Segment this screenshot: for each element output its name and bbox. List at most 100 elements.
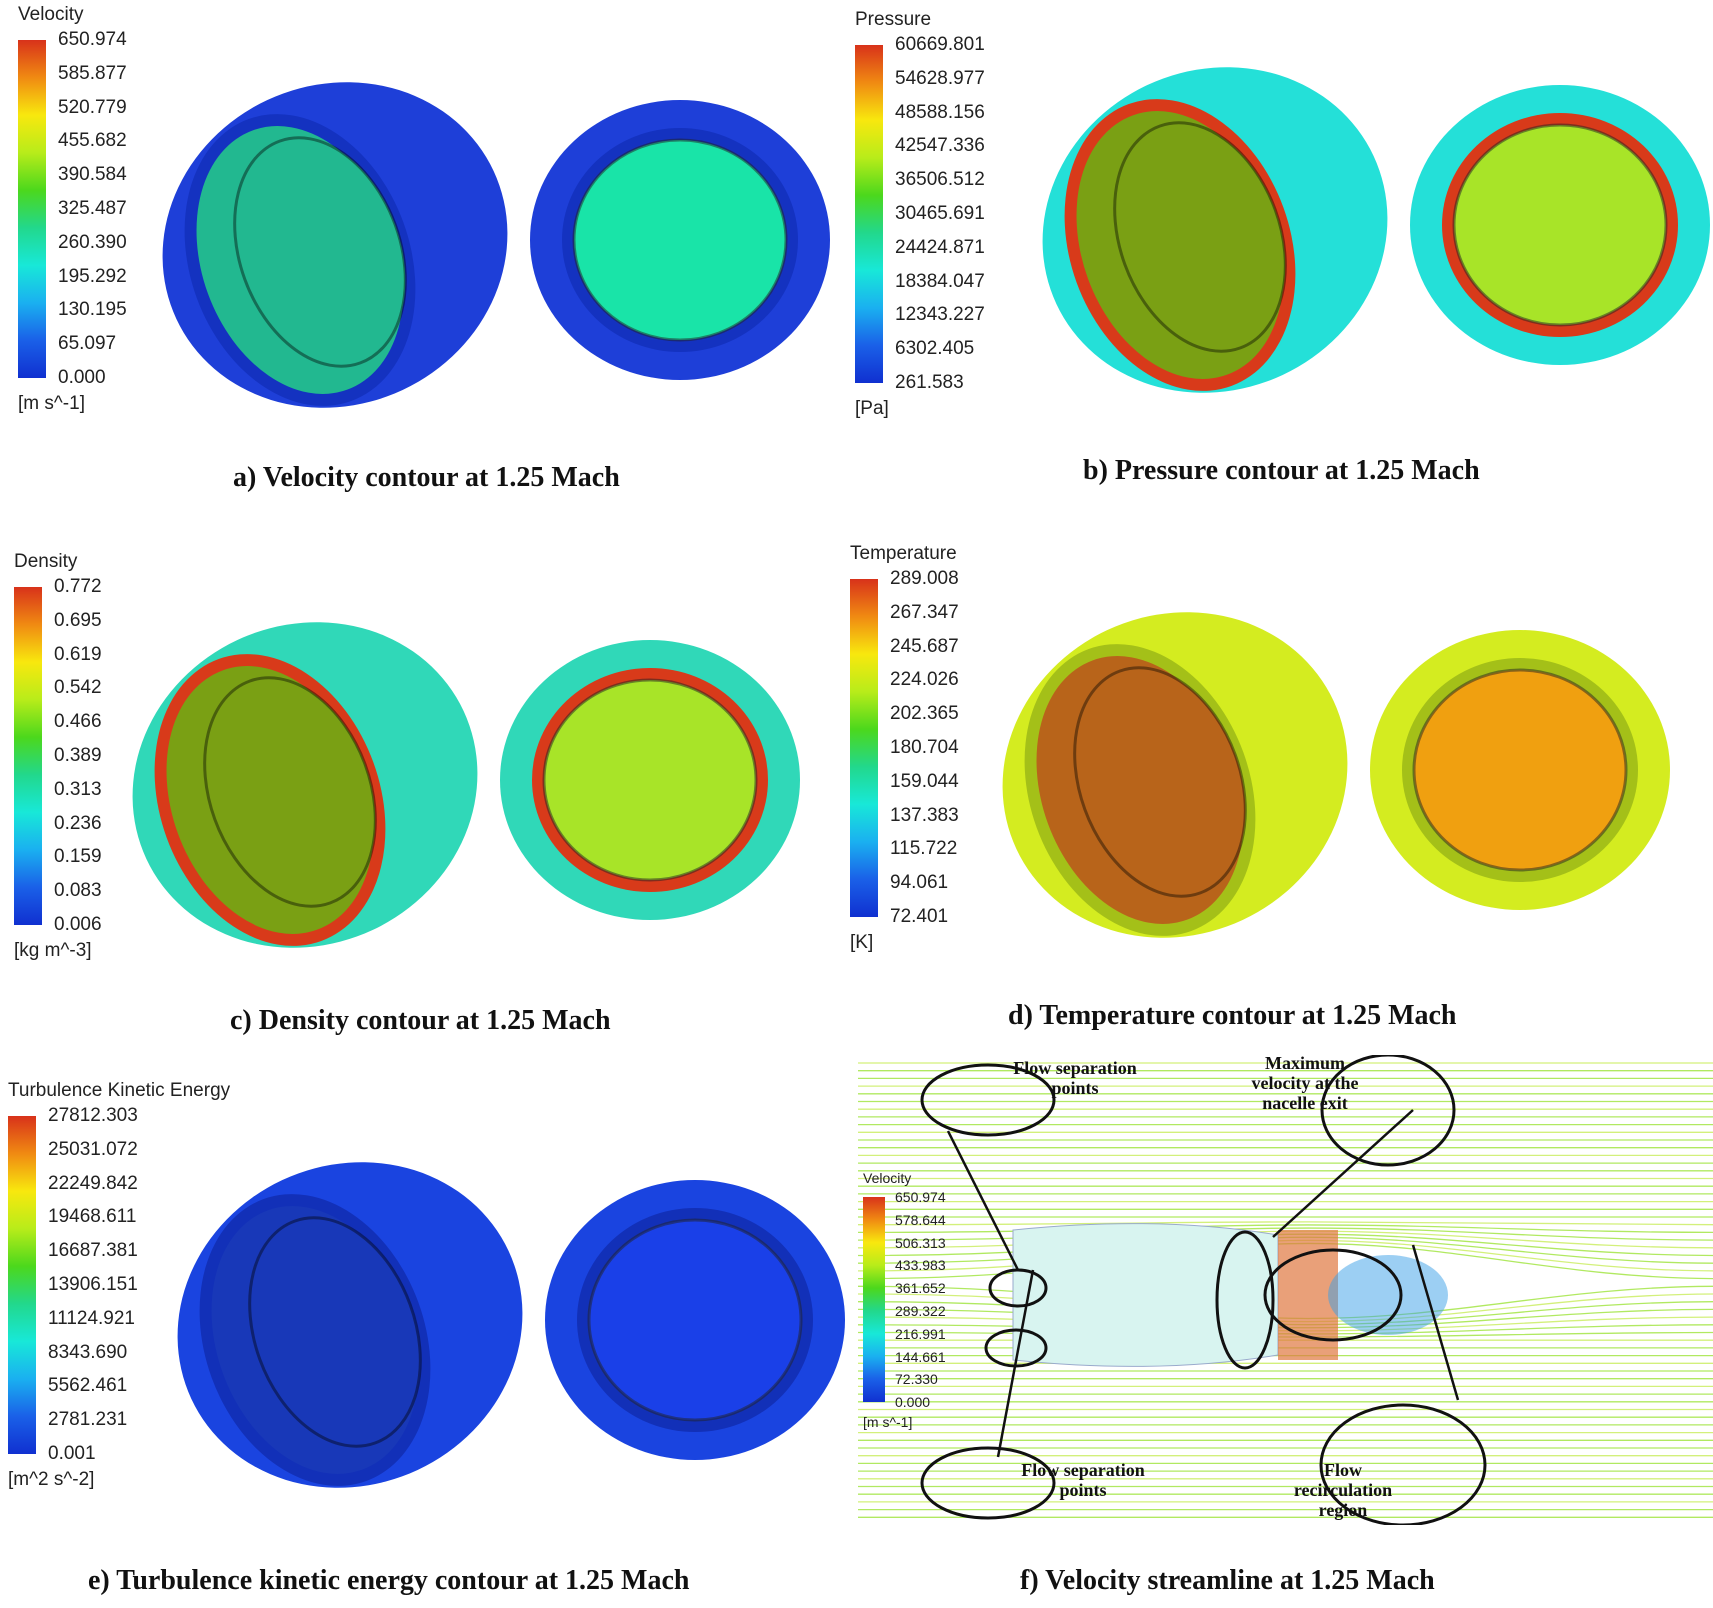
legend-tick-label: 0.083	[54, 880, 102, 902]
legend-tick-label: 325.487	[58, 198, 127, 219]
legend-tick-label: 72.330	[895, 1371, 938, 1388]
legend-tick-label: 11124.921	[48, 1307, 135, 1329]
legend-tick-label: 12343.227	[895, 304, 985, 326]
legend-unit: [K]	[850, 932, 874, 953]
legend-tick-label: 0.619	[54, 643, 102, 665]
legend-colorbar	[14, 587, 42, 925]
legend-tick-label: 8343.690	[48, 1341, 128, 1363]
legend-tick-label: 578.644	[895, 1211, 946, 1228]
legend-tick-label: 42547.336	[895, 135, 985, 157]
legend-title: Temperature	[850, 543, 957, 564]
legend-tick-label: 289.008	[890, 568, 959, 589]
panel-caption: d) Temperature contour at 1.25 Mach	[1008, 1000, 1457, 1031]
nacelle-contour-render	[162, 82, 830, 408]
callout-arrow	[996, 1269, 1035, 1458]
legend-unit: [Pa]	[855, 398, 889, 419]
panel-caption: a) Velocity contour at 1.25 Mach	[233, 462, 620, 493]
legend-tick-label: 245.687	[890, 635, 959, 657]
legend-tick-label: 27812.303	[48, 1105, 138, 1126]
legend-tick-label: 159.044	[890, 770, 959, 792]
legend-tick-label: 0.000	[895, 1394, 931, 1411]
legend-tick-label: 455.682	[58, 130, 127, 152]
max-velocity-label: Maximum velocity at the nacelle exit	[1251, 1053, 1359, 1113]
callout-circle	[920, 1446, 1056, 1520]
legend-tick-label: 0.000	[58, 367, 106, 388]
legend-tick-label: 260.390	[58, 231, 127, 253]
callout-circle	[920, 1063, 1056, 1137]
legend-tick-label: 0.772	[54, 576, 102, 597]
legend-tick-label: 65.097	[58, 333, 117, 355]
nacelle-front-view	[530, 100, 830, 380]
legend-tick-label: 16687.381	[48, 1240, 138, 1262]
legend-tick-label: 5562.461	[48, 1375, 128, 1397]
nacelle-side-view	[177, 1162, 523, 1488]
legend-tick-label: 202.365	[890, 703, 959, 725]
legend-unit: [m s^-1]	[18, 393, 85, 414]
legend-tick-label: 650.974	[895, 1189, 946, 1205]
legend-tick-label: 0.236	[54, 812, 102, 834]
legend-tick-label: 48588.156	[895, 101, 985, 123]
legend-tick-label: 25031.072	[48, 1138, 138, 1160]
legend-tick-label: 30465.691	[895, 203, 985, 224]
legend-tick-label: 390.584	[58, 164, 127, 186]
legend-tick-label: 0.695	[54, 609, 102, 631]
legend-colorbar	[18, 40, 46, 378]
legend-title: Turbulence Kinetic Energy	[8, 1080, 231, 1101]
legend-colorbar	[8, 1116, 36, 1454]
panel-caption: f) Velocity streamline at 1.25 Mach	[1020, 1565, 1435, 1596]
legend-tick-label: 94.061	[890, 872, 949, 894]
flow-separation-label-top: Flow separation points	[1013, 1058, 1137, 1098]
legend-title: Pressure	[855, 9, 932, 30]
nacelle-front-view	[545, 1180, 845, 1460]
legend-tick-label: 36506.512	[895, 169, 985, 191]
nacelle-contour-render	[177, 1162, 845, 1488]
legend-colorbar	[850, 579, 878, 917]
legend-title: Velocity	[863, 1170, 912, 1186]
legend-tick-label: 180.704	[890, 737, 959, 758]
callout-arrow	[1272, 1109, 1414, 1238]
legend-tick-label: 585.877	[58, 62, 127, 84]
legend-tick-label: 2781.231	[48, 1409, 128, 1431]
nacelle-side-view	[132, 622, 478, 948]
legend-tick-label: 520.779	[58, 96, 127, 118]
callout-circle	[1320, 1055, 1456, 1167]
legend-unit: [kg m^-3]	[14, 940, 92, 961]
legend-tick-label: 0.159	[54, 846, 102, 868]
legend-colorbar	[863, 1197, 885, 1403]
legend-tick-label: 0.006	[54, 914, 102, 935]
legend-tick-label: 18384.047	[895, 270, 985, 292]
nacelle-contour-render	[1002, 612, 1670, 938]
legend-tick-label: 54628.977	[895, 67, 985, 89]
legend-tick-label: 115.722	[890, 838, 958, 860]
legend-title: Density	[14, 551, 78, 572]
legend-tick-label: 0.542	[54, 677, 102, 699]
legend-tick-label: 0.001	[48, 1443, 96, 1464]
legend-tick-label: 506.313	[895, 1234, 946, 1251]
legend-title: Velocity	[18, 4, 84, 25]
legend-tick-label: 0.313	[54, 778, 102, 800]
legend-tick-label: 24424.871	[895, 236, 985, 258]
legend-tick-label: 60669.801	[895, 34, 985, 55]
nacelle-side-view	[162, 82, 508, 408]
nacelle-contour-render	[132, 622, 800, 948]
callout-arrow	[946, 1130, 1020, 1271]
recirculation-label: Flow recirculation region	[1293, 1460, 1393, 1520]
legend-tick-label: 261.583	[895, 372, 964, 393]
legend-tick-label: 72.401	[890, 906, 949, 927]
panel-caption: b) Pressure contour at 1.25 Mach	[1083, 455, 1480, 486]
legend-tick-label: 267.347	[890, 601, 959, 623]
nacelle-body	[1012, 1223, 1338, 1367]
nacelle-side-view	[1042, 67, 1388, 393]
legend-tick-label: 13906.151	[48, 1274, 138, 1295]
legend-tick-label: 137.383	[890, 804, 959, 826]
panel-caption: e) Turbulence kinetic energy contour at …	[88, 1565, 690, 1596]
legend-tick-label: 6302.405	[895, 338, 975, 360]
legend-tick-label: 19468.611	[48, 1206, 137, 1228]
legend-unit: [m^2 s^-2]	[8, 1469, 95, 1490]
legend-colorbar	[855, 45, 883, 383]
legend-tick-label: 224.026	[890, 669, 959, 691]
legend-tick-label: 22249.842	[48, 1172, 138, 1194]
legend-tick-label: 0.389	[54, 745, 102, 766]
legend-tick-label: 130.195	[58, 299, 127, 321]
